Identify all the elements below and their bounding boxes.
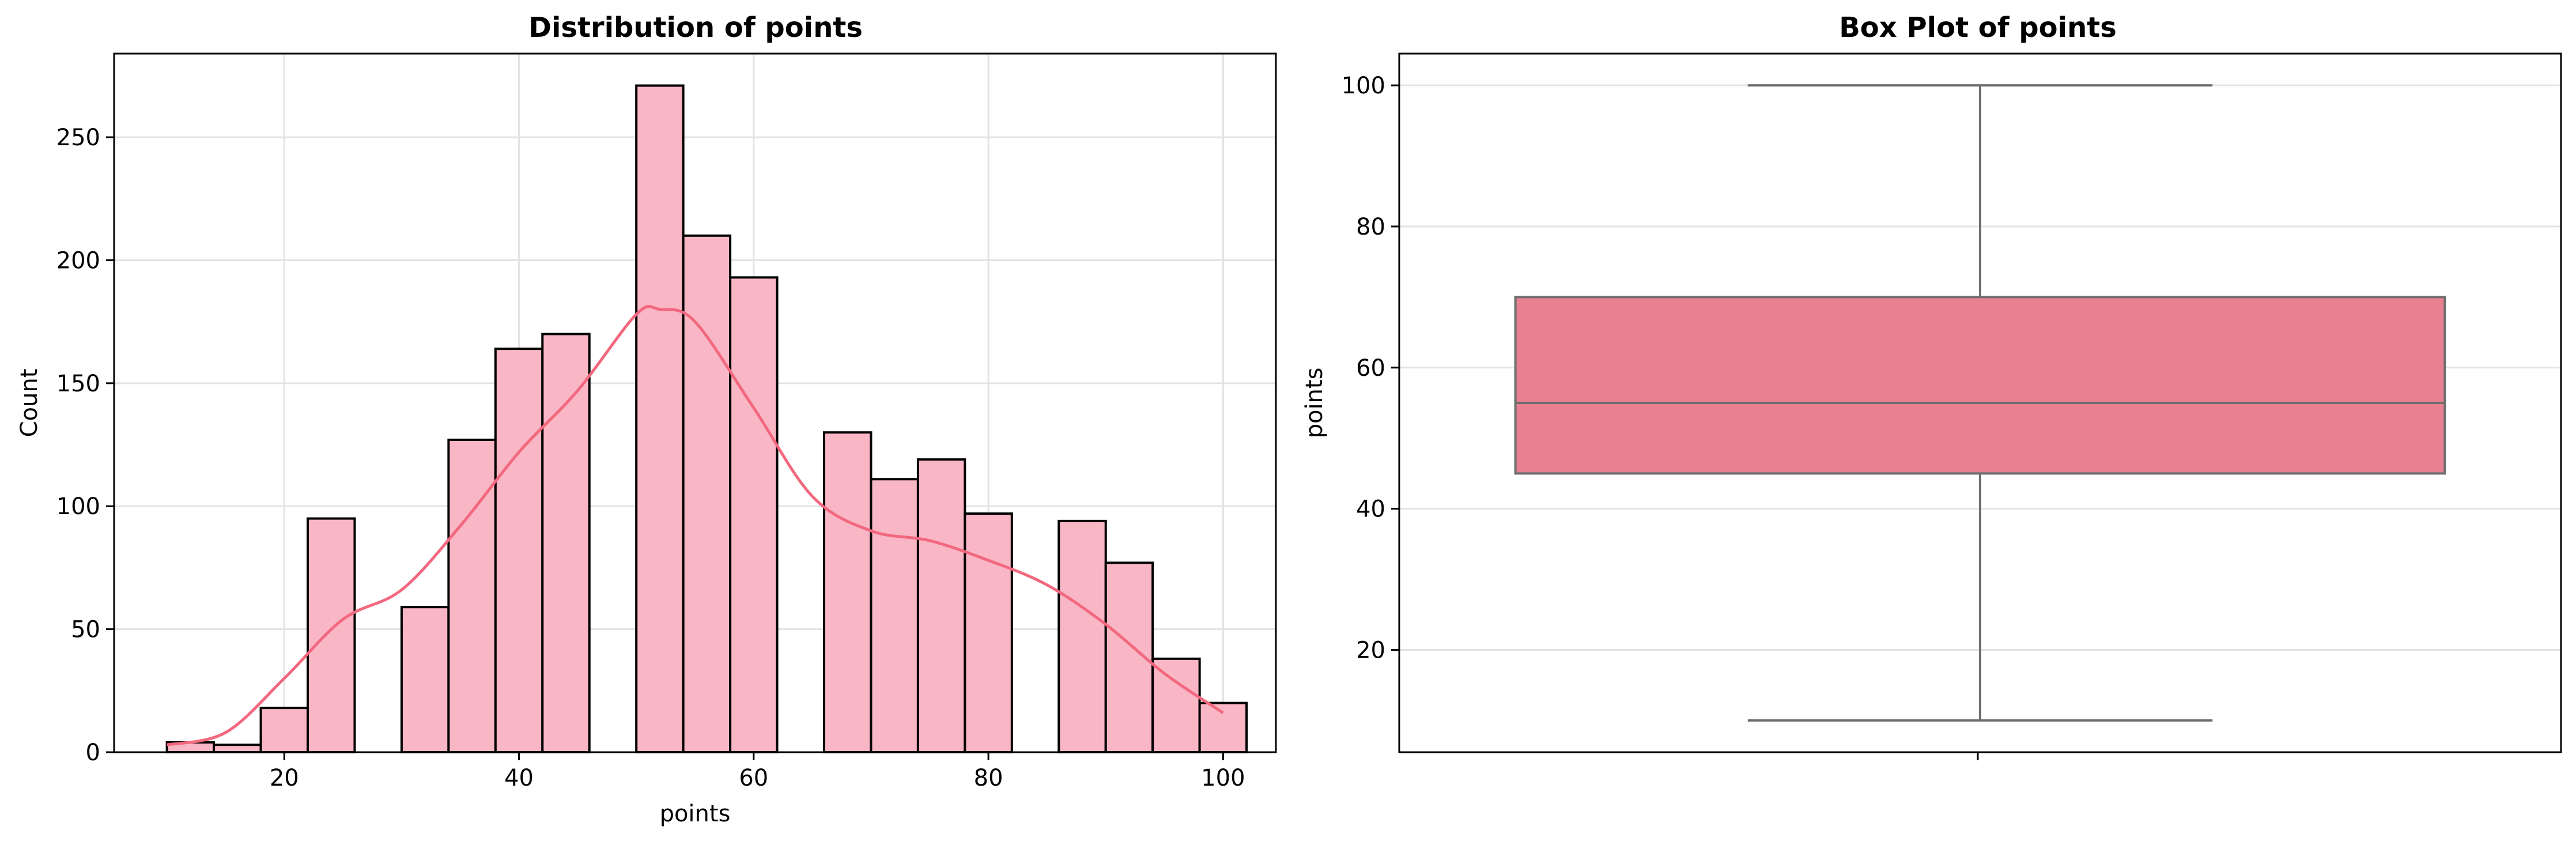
y-tick-label: 100: [1342, 73, 1385, 99]
histogram-axes-frame: [113, 52, 1277, 753]
x-tick-label: 100: [1201, 765, 1245, 791]
histogram-bar: [916, 458, 966, 753]
y-tick-label: 40: [1356, 496, 1385, 523]
box-plot-y-ticks: 20 40 60 80 100: [1342, 73, 1399, 663]
histogram-bar: [1151, 657, 1201, 753]
y-tick-label: 200: [56, 247, 100, 274]
y-tick-label: 60: [1356, 355, 1385, 382]
histogram-bar: [400, 606, 450, 754]
histogram-bar: [1198, 701, 1248, 753]
histogram-bar: [541, 333, 591, 753]
y-tick-label: 150: [56, 371, 100, 397]
box-plot-axes-frame: [1398, 52, 2562, 753]
histogram-x-axis-label: points: [660, 801, 731, 827]
y-tick-label: 250: [56, 125, 100, 151]
histogram-bar: [494, 348, 544, 753]
y-tick-label: 50: [71, 617, 100, 643]
histogram-bar: [870, 478, 919, 753]
histogram-bar: [729, 276, 779, 753]
y-tick-label: 80: [1356, 214, 1385, 240]
histogram-bar: [307, 517, 356, 753]
box-plot-marks: [1514, 84, 2446, 722]
kde-curve: [167, 305, 1224, 746]
y-tick-label: 20: [1356, 637, 1385, 663]
x-tick-label: 60: [739, 765, 768, 791]
box-plot-y-axis-label: points: [1301, 368, 1328, 439]
histogram-bar: [635, 84, 685, 753]
box-plot-title: Box Plot of points: [1839, 12, 2117, 44]
x-tick-label: 80: [974, 765, 1003, 791]
box-plot-panel: Box Plot of points 20 40 60 80 100 points: [1301, 12, 2562, 760]
interquartile-box: [1514, 296, 2446, 475]
x-tick-label: 20: [270, 765, 299, 791]
histogram-title: Distribution of points: [528, 12, 863, 44]
histogram-bar: [823, 431, 872, 753]
y-tick-label: 100: [56, 493, 100, 520]
histogram-y-ticks: 0 50 100 150 200 250: [56, 125, 114, 766]
histogram-bar: [682, 234, 732, 754]
histogram-bar: [1057, 519, 1107, 754]
histogram-bar: [964, 512, 1013, 753]
histogram-bar: [447, 439, 497, 753]
y-tick-label: 0: [86, 740, 100, 766]
x-tick-label: 40: [504, 765, 534, 791]
histogram-y-axis-label: Count: [16, 369, 43, 437]
histogram-bar: [213, 744, 262, 753]
histogram-bar: [259, 707, 309, 754]
histogram-panel: Distribution of points 20 40 60 80 100 0 50 10…: [16, 12, 1277, 827]
histogram-bars: [165, 84, 1248, 754]
histogram-x-ticks: 20 40 60 80 100: [270, 752, 1245, 791]
